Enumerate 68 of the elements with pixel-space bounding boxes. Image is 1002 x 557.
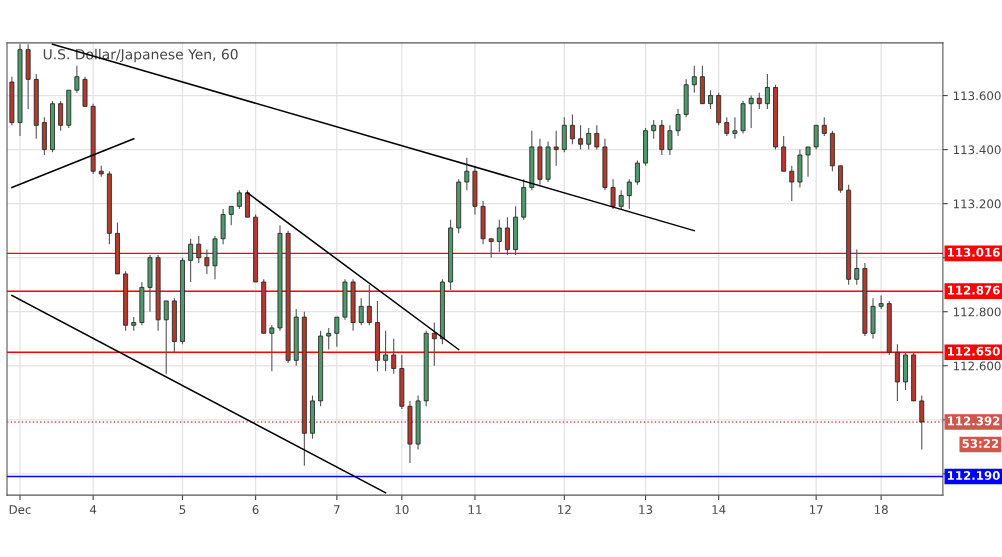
candlestick xyxy=(269,324,275,372)
text: 53:22 xyxy=(962,439,999,448)
y-tick-label: 113.200 xyxy=(953,199,1001,209)
candlestick xyxy=(196,235,202,264)
candlestick xyxy=(496,219,502,253)
candlestick xyxy=(228,205,234,226)
x-tick-label: 14 xyxy=(712,505,726,514)
candlestick xyxy=(504,216,510,256)
candlestick xyxy=(74,65,80,94)
ref-line-label: 112.876 xyxy=(947,285,1000,295)
x-tick-label: 18 xyxy=(874,505,888,515)
candlestick xyxy=(366,284,372,326)
candlestick xyxy=(764,73,770,110)
candlestick xyxy=(651,119,657,140)
x-tick-label: 7 xyxy=(334,505,340,514)
candlestick xyxy=(334,316,340,348)
y-tick-label: 113.600 xyxy=(953,91,1001,101)
y-tick-label: 113.400 xyxy=(953,145,1001,155)
x-tick-label: 4 xyxy=(89,505,97,514)
x-tick-label: 12 xyxy=(558,505,571,514)
candlestick xyxy=(236,189,242,210)
candlestick xyxy=(675,108,681,137)
ref-line-label: 112.650 xyxy=(947,346,1000,356)
candlestick xyxy=(383,330,389,372)
candlestick xyxy=(805,146,811,178)
candlestick xyxy=(594,124,600,151)
candlestick xyxy=(163,300,169,375)
candlestick xyxy=(821,116,827,137)
candlestick xyxy=(391,338,397,375)
candlestick xyxy=(553,130,559,167)
candlestick xyxy=(610,178,616,210)
candlestick xyxy=(691,65,697,94)
candlestick xyxy=(748,95,754,129)
candlestick xyxy=(464,157,470,191)
x-tick-label: 17 xyxy=(809,505,823,514)
x-tick-label: 11 xyxy=(468,505,482,514)
x-tick-label: 6 xyxy=(252,505,259,515)
candlestick xyxy=(578,124,584,151)
candlestick xyxy=(58,100,64,132)
ref-line-label: 112.392 xyxy=(947,416,1000,426)
x-tick-label: 10 xyxy=(395,505,409,515)
x-tick-label: Dec xyxy=(9,505,31,515)
candlestick xyxy=(708,89,713,110)
candlestick xyxy=(569,113,575,145)
candlestick xyxy=(634,159,640,186)
x-tick-label: 5 xyxy=(179,505,186,515)
candlestick xyxy=(488,238,494,259)
candlestick xyxy=(724,116,730,137)
candlestick xyxy=(732,116,738,140)
y-tick-label: 112.600 xyxy=(953,361,1001,371)
candlestick xyxy=(789,165,795,202)
candlestick xyxy=(586,127,592,151)
candlestick xyxy=(626,178,632,210)
candlestick xyxy=(204,249,210,275)
y-tick-label: 112.800 xyxy=(953,307,1001,317)
candlestick xyxy=(358,297,364,326)
ref-line-label: 112.190 xyxy=(947,471,1000,480)
candlestick xyxy=(878,294,884,310)
x-tick-label: 13 xyxy=(639,505,653,515)
ref-line-label: 113.016 xyxy=(947,247,1000,257)
candlestick xyxy=(618,189,624,210)
candlestick xyxy=(813,124,819,151)
candlestick xyxy=(431,321,437,367)
candlestick xyxy=(667,124,673,156)
candlestick xyxy=(854,249,860,286)
candlestick xyxy=(326,327,332,351)
candlestick xyxy=(919,394,925,451)
candlestick xyxy=(188,238,194,283)
